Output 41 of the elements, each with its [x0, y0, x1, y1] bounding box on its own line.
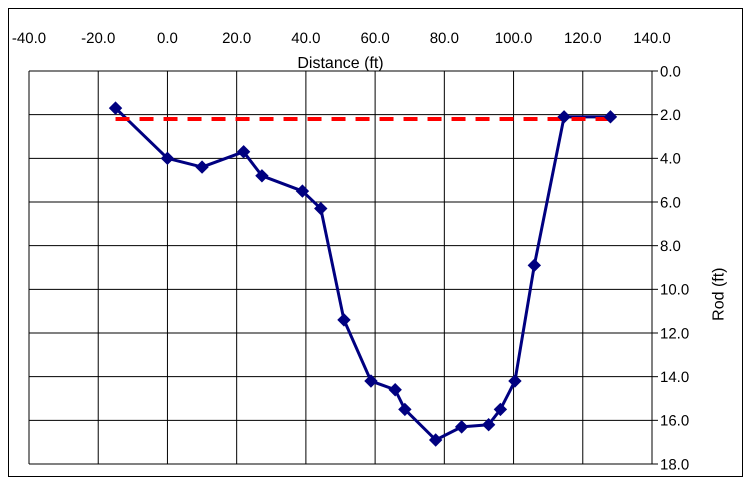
x-tick-label: 60.0: [360, 30, 390, 47]
x-tick-label: -20.0: [81, 30, 116, 47]
point: [160, 152, 174, 165]
point: [364, 374, 378, 388]
y-tick-label: 6.0: [660, 194, 681, 212]
y-tick-label: 4.0: [660, 150, 681, 168]
x-axis-title: Distance (ft): [297, 55, 384, 72]
point: [314, 202, 328, 216]
point: [398, 402, 412, 416]
point: [494, 402, 507, 416]
x-tick-label: 0.0: [157, 30, 178, 47]
point: [558, 110, 571, 124]
y-tick-label: 16.0: [660, 412, 690, 430]
point: [237, 145, 250, 158]
y-tick-label: 10.0: [660, 282, 690, 299]
point: [429, 433, 442, 446]
point: [508, 374, 522, 388]
point: [482, 418, 496, 432]
point: [296, 184, 309, 198]
point: [528, 258, 541, 272]
y-tick-label: 18.0: [660, 456, 690, 474]
y-axis-title: Rod (ft): [710, 268, 728, 321]
x-tick-label: 40.0: [291, 30, 320, 47]
y-tick-label: 0.0: [660, 63, 681, 80]
y-tick-label: 12.0: [660, 325, 690, 342]
point: [109, 102, 122, 115]
point: [604, 110, 617, 124]
x-tick-label: 80.0: [430, 30, 459, 47]
y-tick-label: 2.0: [660, 106, 681, 124]
y-tick-label: 14.0: [660, 368, 690, 386]
x-tick-label: 120.0: [564, 30, 602, 47]
point: [388, 383, 402, 396]
x-tick-label: -40.0: [12, 30, 46, 47]
x-tick-label: 20.0: [222, 30, 252, 47]
y-tick-label: 8.0: [660, 238, 681, 255]
x-tick-label: 140.0: [633, 30, 671, 47]
x-tick-label: 100.0: [494, 30, 532, 47]
point: [455, 420, 468, 434]
point: [337, 313, 350, 326]
point: [255, 169, 268, 182]
point: [196, 160, 209, 174]
